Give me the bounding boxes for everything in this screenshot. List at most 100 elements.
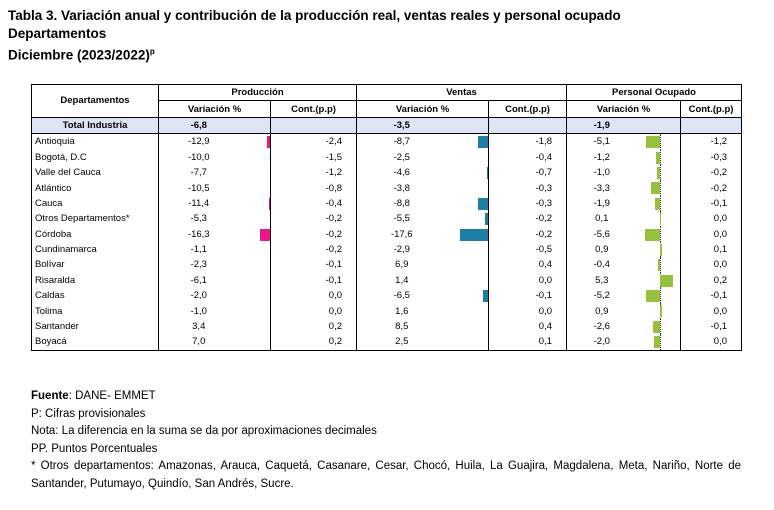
ventas-cont-value: -0,1	[488, 288, 568, 304]
table-row: Antioquia -12,9 -2,4 -8,7 -1,8 -5,1 -1,2	[31, 133, 743, 150]
prod-variacion-value: -2,0	[190, 290, 207, 302]
personal-variacion-value: -5,2	[593, 290, 610, 302]
total-prod-var: -6,8	[158, 117, 239, 135]
personal-bar-cell	[637, 303, 681, 319]
personal-cont-value: -0,2	[680, 180, 743, 196]
ventas-cont-value: 0,0	[488, 303, 568, 319]
prod-variacion-value: -16,3	[187, 228, 210, 240]
prod-bar-cell	[238, 334, 271, 351]
prod-variacion-value: -10,5	[187, 182, 210, 194]
row-departamento: Otros Departamentos*	[31, 211, 159, 227]
prod-cont-value: -0,1	[269, 272, 358, 289]
prod-cont-value: 0,2	[269, 334, 358, 351]
title-line-1: Tabla 3. Variación anual y contribución …	[8, 8, 621, 23]
row-departamento: Boyacá	[31, 334, 159, 351]
prod-cont-value: -0,2	[269, 241, 358, 258]
prod-variacion-value: -7,7	[190, 167, 207, 179]
personal-bar-cell	[637, 195, 681, 212]
prod-bar	[266, 136, 271, 149]
personal-bar-cell	[637, 288, 681, 304]
personal-cont-value: 0,0	[680, 303, 743, 319]
personal-bar-cell	[637, 241, 681, 258]
personal-bar-cell	[637, 134, 681, 150]
personal-variacion-value: 0,9	[595, 244, 609, 256]
header-personal-cont: Cont.(p.p)	[680, 100, 743, 118]
personal-bar	[650, 182, 660, 195]
prod-variacion-value: -12,9	[187, 136, 210, 148]
row-departamento: Antioquia	[31, 133, 159, 150]
ventas-bar-cell	[447, 319, 489, 334]
ventas-cont-value: -0,2	[488, 226, 568, 242]
ventas-variacion-value: -8,7	[393, 136, 410, 148]
prod-bar-cell	[239, 165, 271, 180]
ventas-variacion-value: 6,9	[395, 259, 409, 271]
ventas-cont-value: -0,3	[488, 195, 568, 212]
personal-cont-value: 0,1	[680, 241, 743, 258]
personal-cont-value: 0,2	[680, 272, 743, 289]
prod-variacion-value: 7,0	[158, 334, 239, 351]
table-row: Córdoba -16,3 -0,2 -17,6 -0,2 -5,6 0,0	[31, 226, 743, 242]
ventas-cont-value: -0,2	[488, 211, 568, 227]
personal-variacion-value: -2,6	[593, 321, 610, 333]
personal-bar-cell	[636, 334, 681, 351]
personal-variacion-value: -1,0	[593, 167, 610, 179]
personal-axis-line	[659, 318, 661, 335]
ventas-variacion-value: -8,8	[393, 197, 410, 209]
header-ventas-cont: Cont.(p.p)	[488, 100, 568, 118]
table-row: Bolívar -2,3 -0,1 6,9 0,4 -0,4 0,0	[31, 257, 743, 273]
prod-bar-cell	[239, 242, 271, 257]
header-row-groups: Departamentos Producción Ventas Personal…	[31, 83, 743, 118]
table-row: Tolima -1,0 0,0 1,6 0,0 0,9 0,0	[31, 303, 743, 319]
header-row-subcolumns: Variación % Cont.(p.p) Variación % Cont.…	[32, 100, 743, 118]
personal-bar-cell	[637, 149, 681, 165]
personal-variacion-value: -1,2	[593, 151, 610, 163]
header-ventas-variacion: Variación %	[356, 100, 489, 118]
prod-variacion-value: -10,0	[187, 151, 210, 163]
ventas-cont-value: -0,3	[488, 180, 568, 196]
prod-bar-cell	[239, 319, 271, 334]
prod-cont-value: -0,4	[269, 195, 358, 212]
ventas-cont-value: -0,7	[488, 164, 568, 181]
personal-axis-line	[659, 288, 661, 304]
table-row: Boyacá 7,0 0,2 2,5 0,1 -2,0 0,0	[31, 334, 743, 351]
header-prod-cont: Cont.(p.p)	[269, 100, 358, 118]
ventas-bar-cell	[446, 334, 489, 351]
personal-bar	[645, 290, 660, 303]
ventas-cont-value: 0,4	[488, 257, 568, 273]
ventas-variacion-value: -2,5	[393, 151, 410, 163]
prod-variacion-value: -1,0	[190, 305, 207, 317]
personal-cont-value: 0,0	[680, 334, 743, 351]
total-personal-var: -1,9	[566, 117, 637, 135]
header-personal-variacion: Variación %	[566, 100, 681, 118]
personal-bar	[659, 274, 674, 287]
personal-cont-value: 0,0	[680, 226, 743, 242]
note-puntos: PP. Puntos Porcentuales	[31, 442, 158, 455]
personal-bar-cell	[637, 226, 681, 242]
ventas-variacion-value: -17,6	[390, 228, 413, 240]
personal-variacion-value: -0,4	[593, 259, 610, 271]
ventas-bar-cell	[447, 134, 489, 150]
personal-cont-value: -1,2	[680, 133, 743, 150]
row-departamento: Atlántico	[31, 180, 159, 196]
ventas-bar-cell	[447, 273, 489, 288]
ventas-variacion-value: 1,6	[395, 305, 409, 317]
personal-bar	[646, 136, 660, 149]
personal-cont-value: 0,0	[680, 257, 743, 273]
header-ventas: Ventas	[356, 83, 568, 102]
prod-variacion-value: 3,4	[192, 321, 206, 333]
personal-bar	[656, 166, 660, 179]
personal-bar-cell	[637, 211, 681, 227]
personal-variacion-value: -5,1	[593, 136, 610, 148]
personal-bar	[659, 243, 662, 256]
ventas-bar-cell	[447, 227, 489, 242]
ventas-cont-value: -0,5	[488, 241, 568, 258]
personal-axis-line	[659, 134, 661, 150]
personal-variacion-value: -3,3	[593, 182, 610, 194]
row-departamento: Valle del Cauca	[31, 164, 159, 181]
personal-axis-line	[659, 180, 661, 196]
personal-bar-cell	[637, 180, 681, 196]
ventas-bar-cell	[447, 165, 489, 180]
prod-bar-cell	[239, 273, 271, 288]
header-prod-variacion: Variación %	[158, 100, 271, 118]
table-row: Cundinamarca -1,1 -0,2 -2,9 -0,5 0,9 0,1	[31, 241, 743, 258]
